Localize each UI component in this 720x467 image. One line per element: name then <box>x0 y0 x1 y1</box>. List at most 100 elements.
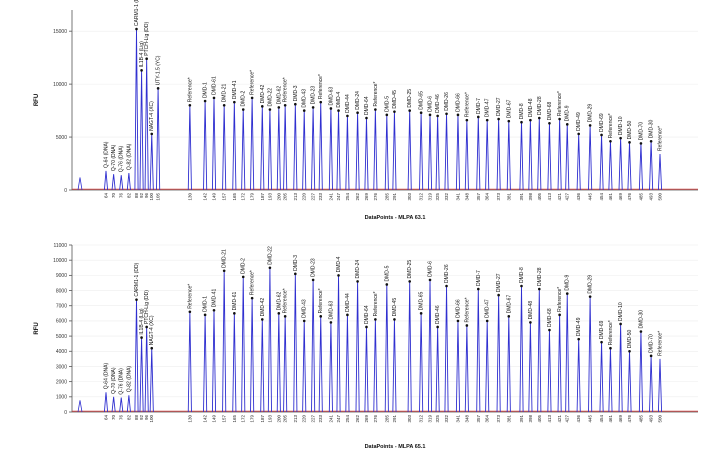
size-label: 469 <box>618 415 623 423</box>
peak-marker <box>188 103 192 107</box>
peak-label: DMD-26 <box>444 264 450 283</box>
peak-label: DMD-69 <box>599 320 605 339</box>
peak-label: DMD-2 <box>241 90 247 106</box>
peak-label: Reference* <box>318 74 324 99</box>
size-label: 193 <box>267 415 272 423</box>
peak-label: Q-82 (DNA) <box>126 143 132 170</box>
size-label: 149 <box>212 415 217 423</box>
peak-marker <box>537 287 541 291</box>
size-label: 413 <box>547 415 552 423</box>
peak-marker <box>419 312 423 315</box>
peak <box>588 125 593 191</box>
size-label: 241 <box>328 415 333 423</box>
size-label: 285 <box>384 415 389 423</box>
peak-label: Reference* <box>283 77 289 102</box>
peak-marker <box>565 123 569 126</box>
peak-marker <box>476 115 480 119</box>
peak <box>476 289 481 413</box>
peak <box>435 326 440 413</box>
y-tick-label: 9000 <box>56 273 67 279</box>
peak <box>599 134 604 191</box>
peak <box>588 296 593 413</box>
peak-label: DMD-61 <box>212 76 218 95</box>
peak-marker <box>428 278 432 282</box>
peak <box>222 270 227 413</box>
peak-marker <box>268 108 272 111</box>
size-label: 436 <box>576 193 581 201</box>
peak <box>144 326 149 413</box>
peak-label: DMD-68 <box>547 308 553 327</box>
size-label: 364 <box>485 415 490 423</box>
peak-label: Reference* <box>464 92 470 117</box>
peak <box>260 106 265 191</box>
size-label: 341 <box>455 193 460 201</box>
peak-label: Reference* <box>608 320 614 345</box>
peak-label: DMD-50 <box>627 329 633 348</box>
peak-label: Q-82 (DNA) <box>126 366 132 393</box>
peak-marker <box>337 274 340 277</box>
size-label: 303 <box>407 193 412 201</box>
size-label: 233 <box>318 193 323 201</box>
peak-label: DMD-48 <box>528 301 534 320</box>
peak <box>444 113 449 191</box>
size-label: 70 <box>111 193 116 199</box>
peak <box>336 110 341 191</box>
size-label: 381 <box>506 415 511 423</box>
peak-label: DMD-28 <box>537 96 543 115</box>
peak-label: DMD-6 <box>428 261 434 277</box>
size-label: 96 <box>144 415 149 421</box>
panel-bottom: 0 1000 2000 3000 4000 5000 6000 7000 8000 9000 100… <box>34 243 698 450</box>
size-label: 88 <box>134 415 139 421</box>
peak <box>364 117 369 191</box>
size-label: 405 <box>537 193 542 201</box>
y-tick-label: 0 <box>64 188 67 194</box>
peak-marker <box>436 325 439 329</box>
size-label: 269 <box>364 193 369 201</box>
peak-label: DMD-49 <box>576 112 582 131</box>
peak-marker <box>283 103 287 107</box>
peak-marker <box>577 132 580 136</box>
peak <box>318 316 323 413</box>
panel-top: 0 5000 10000 15000 RFU DataPoints - MLPA 63.1… <box>34 0 698 221</box>
size-label: 254 <box>345 415 350 423</box>
peak-label: UTY-1.5 (YC) <box>156 55 162 85</box>
peak-marker <box>156 87 160 90</box>
peak-marker <box>329 107 333 110</box>
size-label: 92 <box>139 415 144 421</box>
peak-marker <box>203 313 207 317</box>
peak-marker <box>319 315 323 318</box>
size-label: 82 <box>126 193 131 199</box>
peak-label: IL1B-4 (Lig) <box>139 41 145 67</box>
peak-marker <box>393 110 396 113</box>
peak <box>283 316 288 413</box>
peak-label: CARM1-1 (DD) <box>134 262 140 296</box>
peak-marker <box>529 321 532 324</box>
peak-label: PTCH-Lig (DD) <box>144 21 150 55</box>
y-tick-label: 10000 <box>53 82 67 88</box>
peak-marker <box>507 315 511 318</box>
y-tick-label: 10000 <box>53 258 67 264</box>
peak-marker <box>497 117 500 121</box>
peak-label: DMD-24 <box>355 91 361 110</box>
peak-marker <box>277 312 281 315</box>
peak-marker <box>212 308 216 312</box>
y-tick-label: 4000 <box>56 349 67 355</box>
peak-label: DMD-67 <box>506 295 512 314</box>
peak-label: DMD-9 <box>565 275 571 291</box>
peak-label: Q-64 (DNA) <box>104 141 110 168</box>
peak-marker <box>365 116 368 120</box>
peak-label: DMD-25 <box>407 89 413 108</box>
peak-label: Reference* <box>658 331 664 356</box>
peak-label: Q-76 (DNA) <box>119 368 125 395</box>
peak-label: DMD-4 <box>336 92 342 108</box>
size-label: 348 <box>464 415 469 423</box>
size-label: 88 <box>134 193 139 199</box>
y-tick-label: 2000 <box>56 379 67 385</box>
size-label: 427 <box>565 415 570 423</box>
x-axis-label: DataPoints - MLPA 65.1 <box>365 444 426 450</box>
peak <box>134 299 139 413</box>
peak <box>187 105 192 191</box>
peak-label: Reference* <box>658 126 664 151</box>
peak-marker <box>465 118 469 122</box>
size-label: 70 <box>111 415 116 421</box>
